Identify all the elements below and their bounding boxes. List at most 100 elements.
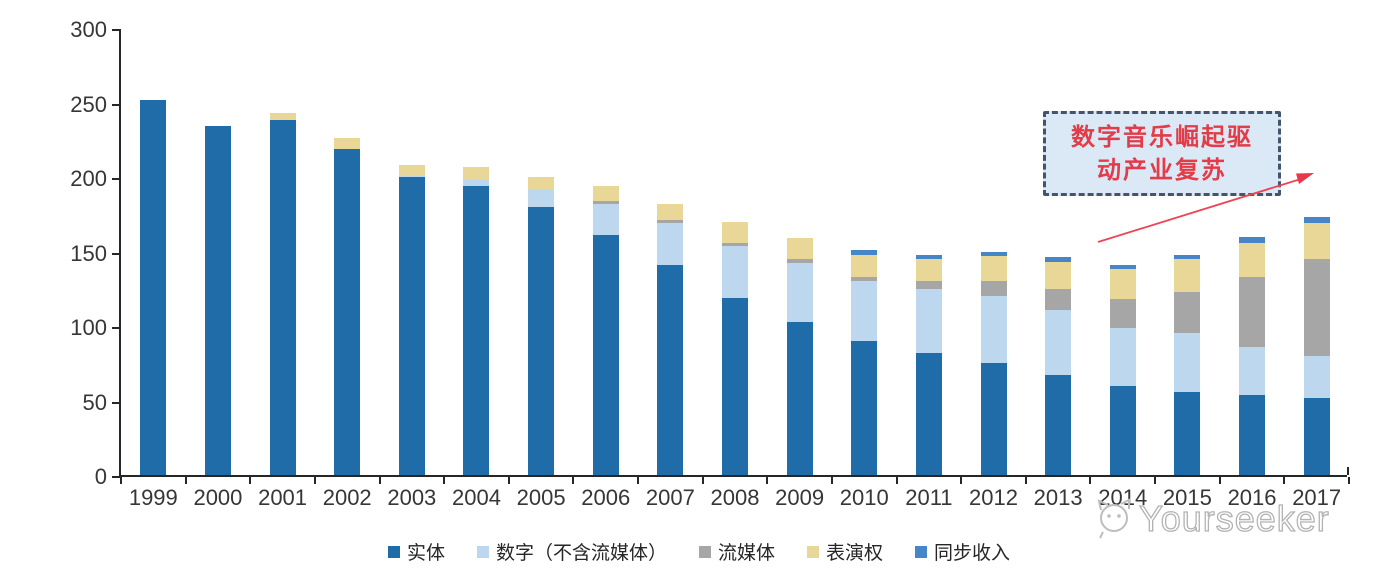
stacked-bar <box>528 177 555 475</box>
stacked-bar <box>1303 217 1330 475</box>
plot-area: 1999 2000 2001 2002 2003 2004 2005 2006 2007 2008… <box>112 29 1350 510</box>
y-axis-tick <box>112 327 121 329</box>
legend-label: 流媒体 <box>717 542 775 564</box>
bar-segment-streaming <box>915 281 942 289</box>
bar-segment-physical <box>1174 391 1201 475</box>
bar-segment-physical <box>1045 375 1072 475</box>
stacked-bar <box>1174 254 1201 475</box>
bar-column-2014: 2014 <box>1090 30 1155 510</box>
x-axis-tick-label: 2002 <box>322 485 372 510</box>
bar-segment-digital-excl-streaming <box>786 263 813 322</box>
x-axis-tick-label: 2011 <box>905 485 953 510</box>
bar-segment-digital-excl-streaming <box>657 223 684 265</box>
x-axis-tick <box>1348 477 1350 484</box>
bar-column-2000: 2000 <box>186 30 251 510</box>
stacked-bar <box>204 126 231 475</box>
bar-segment-physical <box>592 235 619 475</box>
bar-segment-performance-rights <box>915 258 942 282</box>
bar-segment-performance-rights <box>398 165 425 176</box>
x-axis-tick <box>701 477 704 484</box>
y-axis-tick <box>112 29 121 31</box>
bar-column-2017: 2017 <box>1284 30 1349 510</box>
stacked-bar <box>334 138 361 475</box>
y-axis-tick <box>112 476 121 478</box>
stacked-bar <box>980 251 1007 475</box>
annotation-arrow <box>1097 173 1314 243</box>
bar-segment-physical <box>1239 394 1266 475</box>
bar-segment-digital-excl-streaming <box>721 245 748 298</box>
bar-column-1999: 1999 <box>121 30 186 510</box>
x-axis-tick-label: 2000 <box>193 485 243 510</box>
bar-segment-sync-revenue <box>1174 254 1201 259</box>
bar-segment-performance-rights <box>1239 242 1266 277</box>
x-axis-tick <box>1283 477 1286 484</box>
bar-column-2003: 2003 <box>380 30 445 510</box>
bar-segment-digital-excl-streaming <box>1303 355 1330 398</box>
bar-segment-performance-rights <box>463 166 490 180</box>
x-axis-tick <box>830 477 833 484</box>
bar-segment-digital-excl-streaming <box>463 180 490 186</box>
legend-swatch-icon <box>698 545 711 558</box>
bar-column-2010: 2010 <box>832 30 897 510</box>
bar-segment-physical <box>334 148 361 475</box>
stacked-bar <box>463 166 490 475</box>
stacked-bar <box>721 221 748 475</box>
bar-segment-digital-excl-streaming <box>851 281 878 341</box>
bar-segment-physical <box>398 177 425 475</box>
stacked-bar <box>592 185 619 475</box>
bar-segment-streaming <box>1239 276 1266 347</box>
bar-column-2004: 2004 <box>444 30 509 510</box>
y-axis-tick-label: 300 <box>70 17 107 42</box>
stacked-bar <box>140 99 167 475</box>
bar-segment-performance-rights <box>1174 258 1201 292</box>
legend-label: 实体 <box>406 542 445 564</box>
bar-segment-streaming <box>657 220 684 224</box>
x-axis-tick-label: 2005 <box>516 485 566 510</box>
bar-segment-physical <box>980 363 1007 475</box>
bar-segment-physical <box>528 206 555 475</box>
legend-item-sync-revenue: 同步收入 <box>915 538 1010 565</box>
stacked-bar <box>851 250 878 475</box>
x-axis-tick <box>895 477 898 484</box>
bar-segment-physical <box>1303 397 1330 475</box>
y-axis-tick <box>112 178 121 180</box>
x-axis-tick-label: 2016 <box>1227 485 1277 510</box>
bar-segment-performance-rights <box>1303 223 1330 259</box>
x-axis-tick <box>120 477 122 484</box>
y-axis-tick <box>112 401 121 404</box>
bar-segment-digital-excl-streaming <box>1174 333 1201 392</box>
legend-swatch-icon <box>387 545 400 558</box>
x-axis-tick-label: 2012 <box>969 485 1018 510</box>
annotation-text-line2: 动产业复苏 <box>1097 154 1227 184</box>
annotation-text-line1: 数字音乐崛起驱 <box>1071 122 1253 152</box>
bar-column-2016: 2016 <box>1220 30 1285 510</box>
annotation-callout: 数字音乐崛起驱 动产业复苏 <box>1043 111 1281 196</box>
bar-segment-performance-rights <box>1109 269 1136 300</box>
bar-segment-performance-rights <box>334 138 361 149</box>
bar-segment-sync-revenue <box>1303 217 1330 224</box>
y-axis-tick-label: 250 <box>70 91 107 117</box>
x-axis-tick-label: 2003 <box>387 485 437 510</box>
y-axis-tick <box>112 103 121 106</box>
bar-segment-performance-rights <box>786 238 813 259</box>
bar-segment-streaming <box>851 276 878 282</box>
legend-swatch-icon <box>476 545 489 558</box>
bar-column-2009: 2009 <box>767 30 832 510</box>
bar-column-2012: 2012 <box>961 30 1026 510</box>
bar-segment-streaming <box>786 258 813 264</box>
bar-segment-sync-revenue <box>915 254 942 259</box>
x-axis-tick-label: 2013 <box>1033 485 1083 510</box>
bar-segment-sync-revenue <box>1109 264 1136 270</box>
bar-segment-digital-excl-streaming <box>1109 327 1136 386</box>
bar-segment-digital-excl-streaming <box>1239 346 1266 395</box>
bar-column-2006: 2006 <box>573 30 638 510</box>
y-axis-tick-label: 150 <box>70 240 107 266</box>
bar-segment-streaming <box>1109 299 1136 328</box>
y-axis-tick-label: 200 <box>70 166 107 191</box>
bar-segment-performance-rights <box>269 112 296 121</box>
x-axis-tick-label: 2004 <box>451 485 501 510</box>
bar-segment-physical <box>721 297 748 475</box>
x-axis-tick-label: 2001 <box>258 485 308 510</box>
y-axis-tick-label: 0 <box>94 464 107 489</box>
bar-segment-sync-revenue <box>1239 236 1266 243</box>
